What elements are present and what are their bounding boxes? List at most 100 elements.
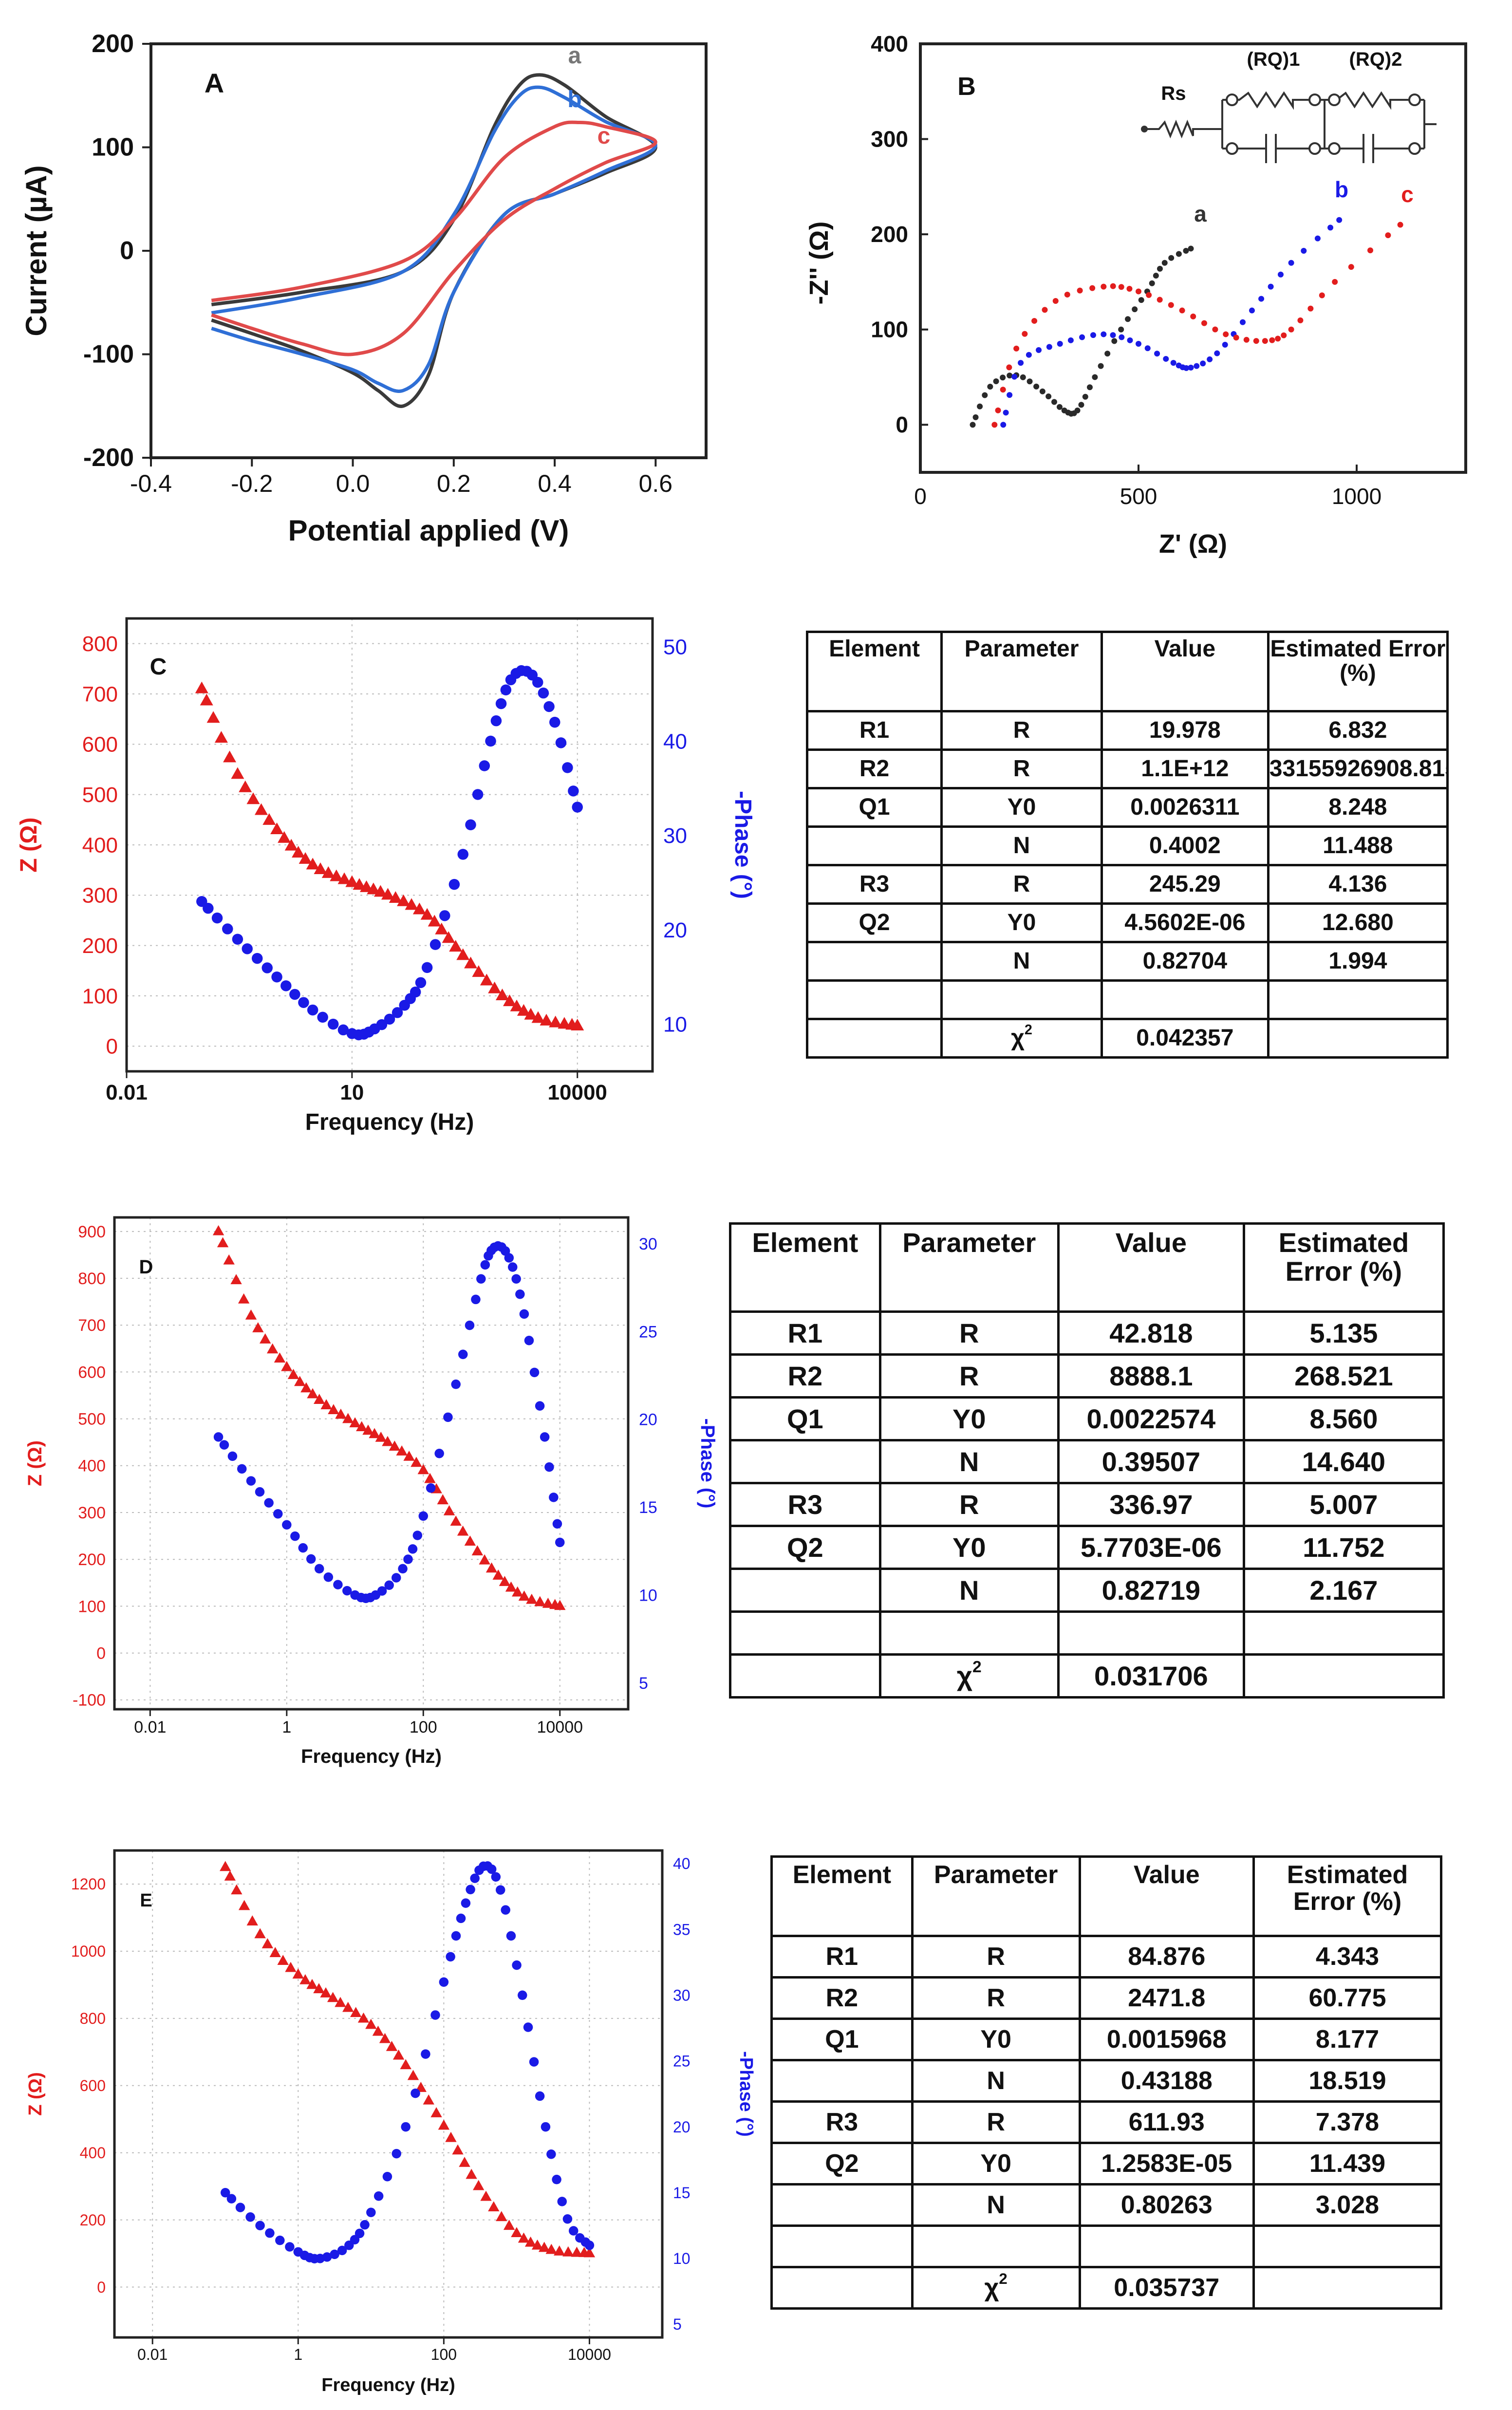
phase-point [557,2197,567,2206]
impedance-point [239,780,252,792]
nyquist-point-c [1022,331,1028,337]
nyquist-point-a [1188,245,1194,252]
impedance-point [405,898,418,910]
phase-point [307,1004,318,1016]
table-cell: Q2 [805,902,943,943]
table-row: Q1 Y0 0.0026311 8.248 [805,787,1449,828]
y-tick-label-b: 200 [871,222,908,247]
phase-point [392,1573,401,1583]
y2-tick-label-d: 20 [639,1411,657,1429]
y-tick-label-d: 800 [78,1270,106,1288]
nyquist-point-b [1170,360,1176,366]
table-row: N 0.82719 2.167 [729,1568,1445,1613]
impedance-point [245,1309,257,1320]
y-tick-label-a: 100 [92,133,134,162]
circuit-terminal [1408,93,1421,106]
circuit-terminal [1226,93,1238,106]
impedance-point [442,931,455,943]
circuit-terminal [1226,142,1238,155]
phase-point [461,1898,471,1908]
y2-tick-label-e: 5 [673,2316,682,2333]
nyquist-point-b [1127,337,1133,343]
phase-point [476,1274,486,1284]
impedance-point [428,915,441,927]
table-cell [1242,1653,1445,1699]
phase-point [415,977,427,989]
nyquist-point-c [1157,297,1163,303]
impedance-point [277,1955,289,1965]
nyquist-point-c [1332,279,1338,285]
table-header-cell: Value [1078,1855,1255,1937]
nyquist-point-b [1239,319,1246,325]
impedance-point [292,1968,304,1979]
table-row [805,979,1449,1020]
impedance-point [246,1915,258,1925]
phase-point [242,943,253,954]
table-cell: N [911,2183,1081,2227]
phase-point [384,1580,394,1590]
y2-tick-label-e: 10 [673,2250,691,2267]
table-cell: 0.82719 [1057,1568,1245,1613]
nyquist-point-c [1243,336,1250,343]
phase-point [500,684,512,696]
nyquist-point-c [1367,247,1373,254]
impedance-point [294,1376,306,1386]
chi-square-row: χ2 0.035737 [770,2266,1442,2310]
phase-point [470,1873,480,1883]
table-cell: 0.0026311 [1100,787,1269,828]
nyquist-point-b [1214,350,1220,356]
y2-tick-label-c: 20 [663,918,687,942]
impedance-point [224,1870,236,1881]
table-header-cell: Estimated Error (%) [1267,631,1449,712]
phase-point [451,1379,461,1389]
table-cell: R3 [770,2100,914,2144]
phase-point [504,1253,514,1263]
table-row: N 0.39507 14.640 [729,1439,1445,1484]
table-cell: 4.5602E-06 [1100,902,1269,943]
phase-point [472,789,484,800]
y-tick-label-c: 500 [82,783,118,807]
impedance-point [517,1004,530,1016]
impedance-point [299,1974,311,1984]
impedance-point [321,866,335,878]
circuit-terminal [1408,142,1421,155]
curve-label-b: b [567,87,581,112]
table-cell: 268.521 [1242,1353,1445,1399]
impedance-point [438,2119,450,2130]
nyquist-point-c [1262,338,1268,344]
phase-point [552,1519,562,1529]
phase-point [508,1262,518,1272]
table-cell: 11.439 [1252,2142,1442,2186]
phase-point [333,1580,343,1589]
impedance-point [284,839,298,851]
table-cell: R [911,1976,1081,2020]
y-tick-label-d: 700 [78,1316,106,1335]
y2-tick-label-e: 40 [673,1855,691,1872]
impedance-point [372,2025,384,2036]
impedance-point [583,2247,596,2258]
chi-square-row: χ2 0.031706 [729,1653,1445,1699]
table-cell: Q2 [729,1525,881,1570]
y-tick-label-e: 0 [97,2279,106,2296]
table-cell [805,825,943,866]
impedance-point [349,1417,361,1428]
phase-point [412,1531,423,1540]
y-tick-label-d: 900 [78,1223,106,1241]
phase-point [275,2235,285,2245]
nyquist-point-b [1057,341,1063,347]
table-cell: 18.519 [1252,2059,1442,2103]
y-tick-label-e: 200 [80,2211,106,2229]
impedance-point [269,1947,281,1957]
impedance-point [357,2012,370,2023]
impedance-point [373,885,387,897]
nyquist-point-b [1314,235,1321,242]
impedance-point [238,1293,250,1304]
table-row: N 0.4002 11.488 [805,825,1449,866]
x-tick-label-e: 1 [294,2346,302,2363]
nyquist-point-b [1136,341,1141,347]
impedance-point [407,2070,419,2080]
table-cell: 2.167 [1242,1568,1445,1613]
impedance-point [270,822,284,834]
table-header-cell: Estimated Error (%) [1252,1855,1442,1937]
phase-point [245,2212,255,2222]
